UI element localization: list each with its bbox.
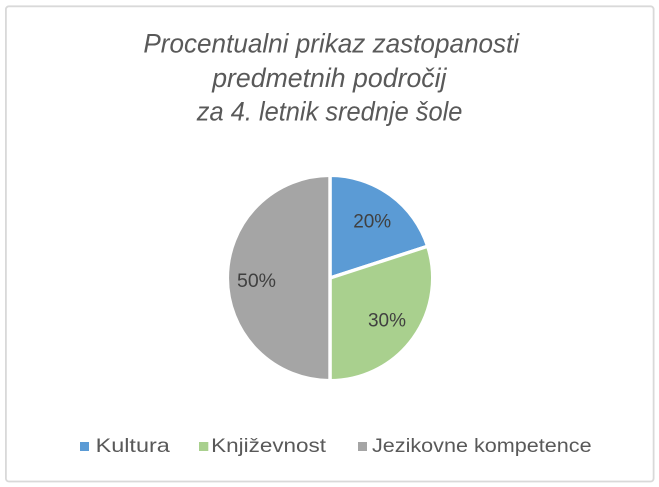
svg-text:predmetnih področij: predmetnih področij <box>211 63 447 93</box>
svg-text:Jezikovne kompetence: Jezikovne kompetence <box>372 435 592 457</box>
svg-text:Književnost: Književnost <box>211 435 326 457</box>
svg-text:Procentualni prikaz zastopanos: Procentualni prikaz zastopanosti <box>143 29 520 59</box>
svg-text:20%: 20% <box>353 211 391 233</box>
svg-text:50%: 50% <box>237 270 276 292</box>
svg-text:Kultura: Kultura <box>96 435 170 457</box>
svg-text:za 4. letnik srednje šole: za 4. letnik srednje šole <box>196 97 463 127</box>
svg-text:30%: 30% <box>368 310 406 332</box>
